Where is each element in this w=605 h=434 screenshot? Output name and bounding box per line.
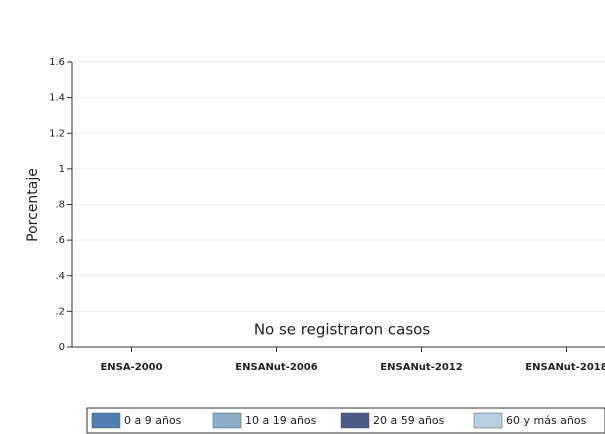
y-axis-label: Porcentaje <box>25 168 41 242</box>
annotation: No se registraron casos <box>254 321 431 339</box>
legend-swatch <box>91 412 121 429</box>
legend-swatch <box>340 412 370 429</box>
y-tick-label: 1 <box>59 164 65 175</box>
y-tick-label: 0 <box>59 342 65 353</box>
y-tick-label: 1.2 <box>49 128 65 139</box>
legend-swatch <box>212 412 242 429</box>
x-tick-label: ENSANut-2006 <box>235 362 317 373</box>
legend-label: 0 a 9 años <box>124 414 182 427</box>
y-tick-label: 1.6 <box>49 57 65 68</box>
y-tick-label: .2 <box>55 306 65 317</box>
legend-label: 20 a 59 años <box>373 414 445 427</box>
legend-swatch <box>473 412 503 429</box>
y-tick-label: 1.4 <box>49 93 65 104</box>
y-tick-label: .4 <box>55 271 65 282</box>
legend-label: 10 a 19 años <box>245 414 317 427</box>
legend-label: 60 y más años <box>506 414 587 427</box>
y-tick-label: .8 <box>55 200 65 211</box>
x-tick-label: ENSANut-2012 <box>380 362 462 373</box>
y-tick-label: .6 <box>55 235 65 246</box>
x-tick-label: ENSANut-2018 <box>525 362 605 373</box>
x-tick-label: ENSA-2000 <box>100 362 162 373</box>
